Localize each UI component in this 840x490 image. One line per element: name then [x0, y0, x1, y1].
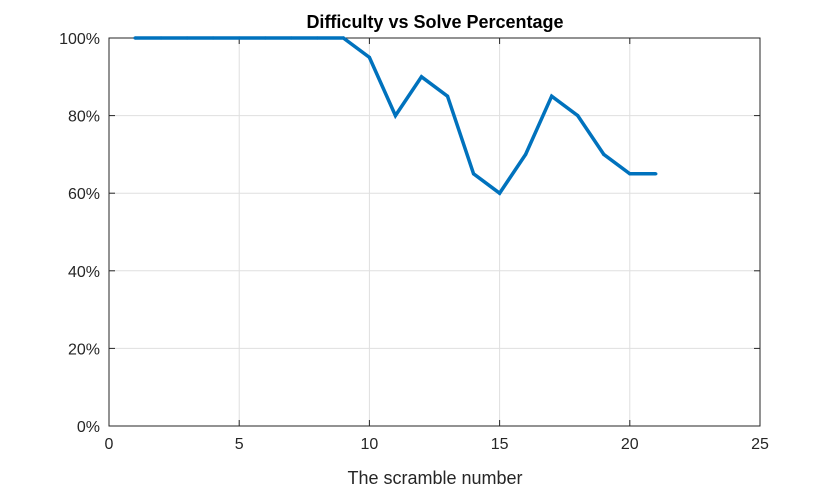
chart-title: Difficulty vs Solve Percentage — [306, 12, 563, 32]
data-point — [576, 114, 580, 118]
x-tick-label: 10 — [361, 436, 379, 453]
y-tick-label: 80% — [68, 109, 100, 126]
data-point — [367, 55, 371, 60]
data-point — [133, 36, 137, 40]
data-point — [263, 36, 267, 40]
data-point — [602, 152, 606, 156]
data-point — [237, 36, 241, 40]
axis-ticks: 0 5 10 15 20 25 0% 20% 40% 60% 80% 100% — [59, 31, 769, 453]
data-point — [471, 172, 476, 176]
y-tick-label: 60% — [68, 186, 100, 203]
data-point — [159, 36, 163, 40]
data-point — [628, 172, 632, 176]
x-tick-label: 20 — [621, 436, 639, 453]
y-tick-label: 0% — [77, 419, 100, 436]
data-point — [445, 94, 450, 98]
y-tick-label: 20% — [68, 341, 100, 358]
data-point — [524, 152, 528, 156]
data-point — [654, 172, 658, 176]
data-point — [185, 36, 189, 40]
x-tick-label: 15 — [491, 436, 509, 453]
grid — [109, 38, 760, 426]
x-tick-label: 25 — [751, 436, 769, 453]
data-point — [498, 191, 502, 195]
data-point — [289, 36, 293, 40]
x-axis-label: The scramble number — [347, 468, 522, 488]
series-layer — [133, 36, 658, 196]
y-tick-label: 40% — [68, 264, 100, 281]
data-point — [315, 36, 319, 40]
data-point — [550, 94, 554, 98]
y-tick-label: 100% — [59, 31, 100, 48]
x-tick-label: 5 — [235, 436, 244, 453]
data-point — [419, 75, 424, 79]
plot-area — [108, 37, 761, 427]
data-point — [393, 114, 398, 118]
data-point — [211, 36, 215, 40]
data-point — [341, 36, 345, 40]
x-tick-label: 0 — [105, 436, 114, 453]
